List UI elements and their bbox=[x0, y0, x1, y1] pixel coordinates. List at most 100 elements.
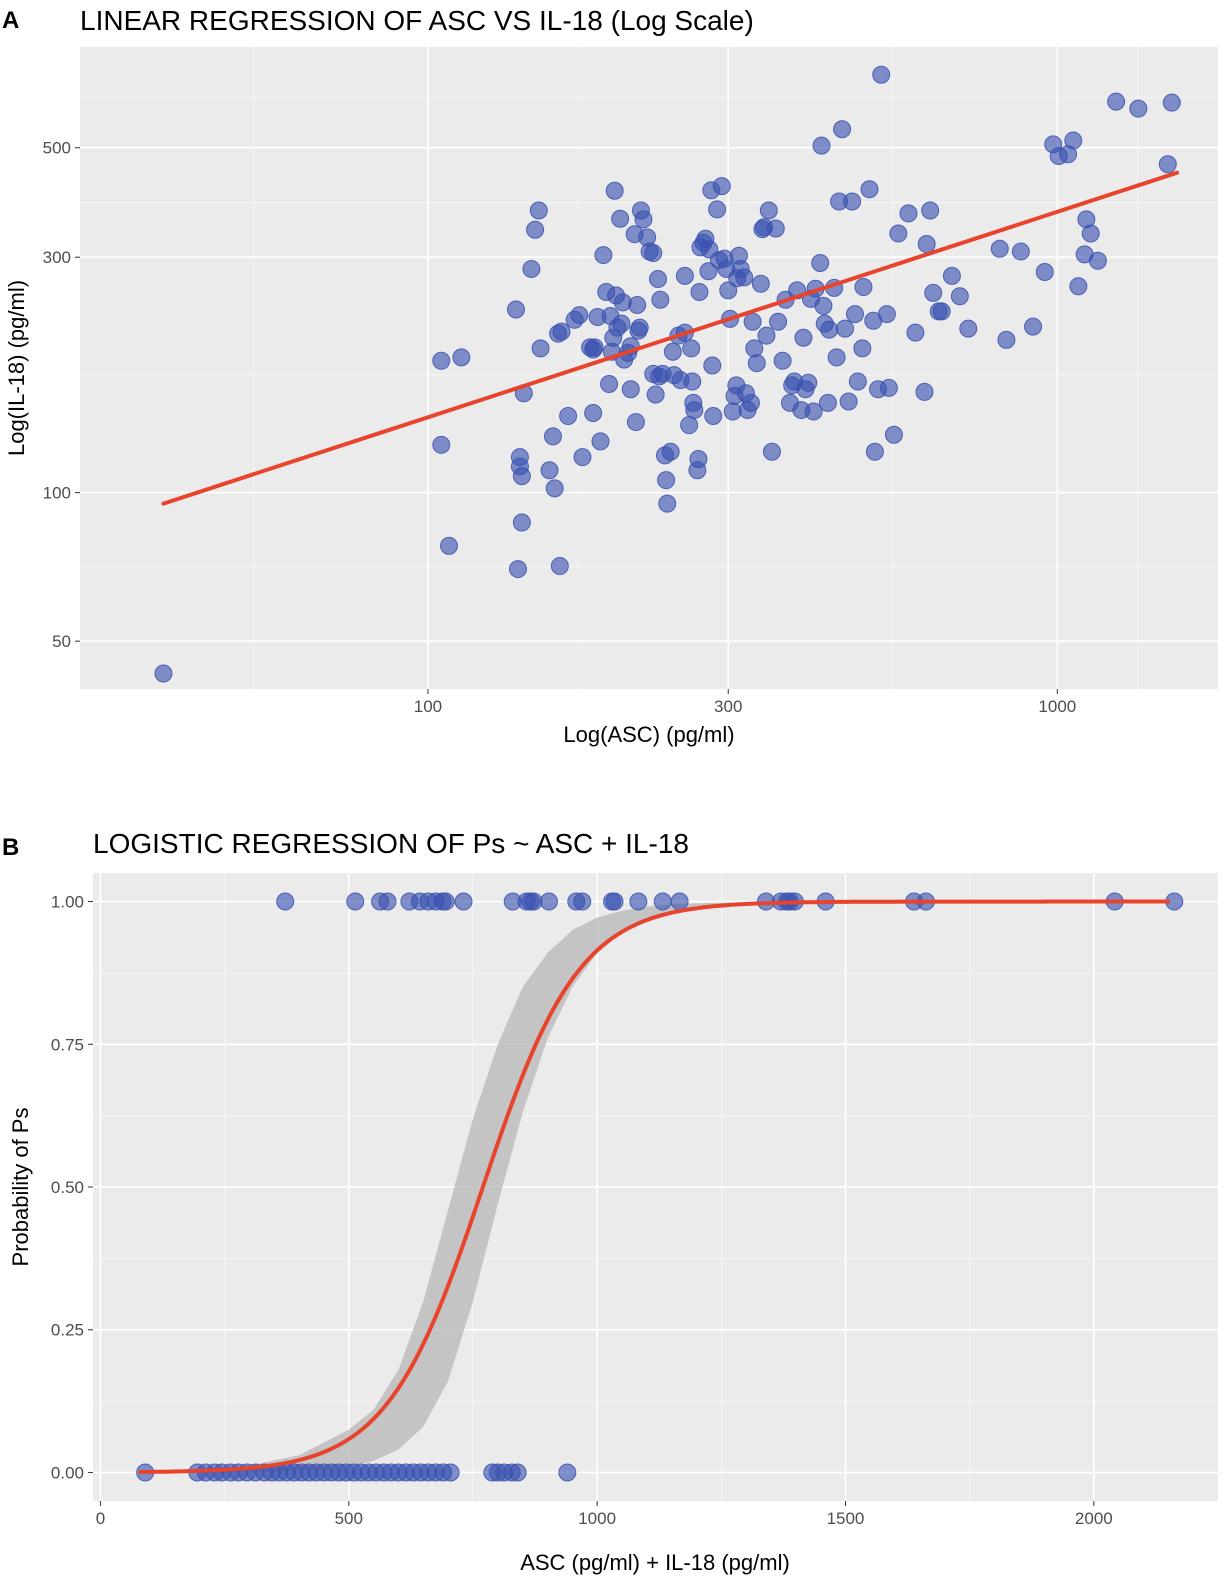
panel-a-data-point bbox=[680, 416, 699, 435]
panel-a-data-point bbox=[522, 259, 541, 278]
panel-b-x-tick-label: 0 bbox=[96, 1509, 105, 1528]
panel-a-data-point bbox=[719, 281, 738, 300]
panel-a-data-point bbox=[644, 243, 663, 262]
panel-b-logistic-curve bbox=[138, 899, 1171, 1474]
panel-a-data-point bbox=[526, 220, 545, 239]
panel-a-data-point bbox=[612, 314, 631, 333]
panel-b-fit bbox=[138, 899, 1171, 1474]
panel-a-data-point bbox=[950, 287, 969, 306]
panel-a-data-point bbox=[1129, 99, 1148, 118]
panel-a-data-point bbox=[1162, 93, 1181, 112]
panel-a-data-point bbox=[545, 479, 564, 498]
panel-a-data-point bbox=[552, 322, 571, 341]
panel-b-title: LOGISTIC REGRESSION OF Ps ~ ASC + IL-18 bbox=[93, 828, 689, 859]
panel-b-data-point-no-ps bbox=[441, 1463, 460, 1482]
panel-a-data-point bbox=[1088, 251, 1107, 270]
panel-a-data-point bbox=[915, 382, 934, 401]
panel-a-data-point bbox=[657, 471, 676, 490]
panel-a-data-point bbox=[794, 328, 813, 347]
panel-b-data-point-ps bbox=[539, 892, 558, 911]
panel-a-data-point bbox=[683, 372, 702, 391]
panel-b-y-tick-label: 0.00 bbox=[51, 1463, 84, 1482]
panel-a-data-point bbox=[591, 432, 610, 451]
panel-a-data-point bbox=[699, 262, 718, 281]
panel-a-data-point bbox=[836, 319, 855, 338]
panel-a-data-point bbox=[628, 296, 647, 315]
panel-a-data-point bbox=[685, 401, 704, 420]
panel-a-data-point bbox=[584, 404, 603, 423]
panel-a-data-point bbox=[1064, 131, 1083, 150]
panel-b-x-tick-label: 2000 bbox=[1075, 1509, 1113, 1528]
panel-a-data-point bbox=[853, 339, 872, 358]
panel-b-x-tick-label: 1000 bbox=[578, 1509, 616, 1528]
panel-a-data-point bbox=[814, 296, 833, 315]
panel-a-data-point bbox=[704, 406, 723, 425]
panel-a-data-point bbox=[1107, 92, 1126, 111]
panel-a-data-point bbox=[506, 300, 525, 319]
panel-a-data-point bbox=[663, 342, 682, 361]
panel-a-data-point bbox=[432, 435, 451, 454]
panel-a-data-point bbox=[759, 201, 778, 220]
panel-a-data-point bbox=[432, 351, 451, 370]
panel-a-data-point bbox=[658, 494, 677, 513]
panel-b-data-point-ps bbox=[276, 892, 295, 911]
panel-a-data-point bbox=[741, 393, 760, 412]
panel-a-data-point bbox=[769, 312, 788, 331]
panel-a-y-tick-label: 500 bbox=[43, 139, 71, 158]
panel-a-data-point bbox=[762, 442, 781, 461]
panel-a-data-point bbox=[651, 290, 670, 309]
panel-b-data-point-ps bbox=[454, 892, 473, 911]
panel-b-y-tick-label: 0.50 bbox=[51, 1178, 84, 1197]
panel-a-fit bbox=[161, 170, 1180, 506]
panel-a-data-point bbox=[621, 380, 640, 399]
panel-b-data-point-no-ps bbox=[508, 1463, 527, 1482]
panel-a-data-point bbox=[634, 210, 653, 229]
panel-a-x-tick-label: 100 bbox=[414, 697, 442, 716]
panel-b-x-tick-label: 500 bbox=[335, 1509, 363, 1528]
panel-a-data-point bbox=[531, 339, 550, 358]
panel-b-ticks: 0 500 1000 1500 2000 0.00 0.25 0.50 0.75 1.00 bbox=[51, 893, 1113, 1528]
panel-a-data-point bbox=[848, 372, 867, 391]
panel-a-y-axis-label: Log(IL-18) (pg/ml) bbox=[4, 280, 29, 456]
panel-b-data-point-ps bbox=[378, 892, 397, 911]
panel-a-ticks: 100 300 1000 50 100 300 500 bbox=[43, 139, 1077, 716]
panel-a-data-point bbox=[804, 402, 823, 421]
panel-a-data-point bbox=[573, 448, 592, 467]
panel-a-data-point bbox=[833, 120, 852, 139]
panel-a-data-point bbox=[570, 306, 589, 325]
panel-a-data-point bbox=[959, 319, 978, 338]
panel-a-data-point bbox=[1069, 277, 1088, 296]
panel-a-data-point bbox=[735, 268, 754, 287]
panel-a-data-point bbox=[529, 201, 548, 220]
panel-a-title: LINEAR REGRESSION OF ASC VS IL-18 (Log S… bbox=[80, 5, 754, 36]
panel-a-x-tick-label: 1000 bbox=[1038, 697, 1076, 716]
panel-b-x-tick-label: 1500 bbox=[827, 1509, 865, 1528]
panel-a-data-point bbox=[508, 560, 527, 579]
panel-a-y-tick-label: 100 bbox=[43, 484, 71, 503]
panel-a-data-point bbox=[689, 449, 708, 468]
panel-a-data-point bbox=[811, 253, 830, 272]
panel-a-data-point bbox=[540, 461, 559, 480]
panel-b-y-tick-label: 0.75 bbox=[51, 1035, 84, 1054]
panel-a-regression-line bbox=[161, 170, 1180, 506]
panel-a-data-point bbox=[154, 664, 173, 683]
panel-a-data-point bbox=[942, 266, 961, 285]
panel-a-data-point bbox=[1024, 317, 1043, 336]
panel-a: A LINEAR REGRESSION OF ASC VS IL-18 (Log… bbox=[2, 5, 1218, 747]
panel-a-data-point bbox=[757, 326, 776, 345]
panel-a-points bbox=[154, 65, 1181, 683]
panel-a-data-point bbox=[773, 351, 792, 370]
panel-a-data-point bbox=[839, 392, 858, 411]
panel-a-data-point bbox=[512, 467, 531, 486]
panel-a-data-point bbox=[708, 200, 727, 219]
panel-a-data-point bbox=[990, 239, 1009, 258]
panel-a-data-point bbox=[879, 378, 898, 397]
panel-a-data-point bbox=[585, 338, 604, 357]
panel-b-data-point-ps bbox=[524, 892, 543, 911]
panel-a-data-point bbox=[1158, 155, 1177, 174]
panel-a-x-tick-label: 300 bbox=[714, 697, 742, 716]
panel-a-data-point bbox=[646, 385, 665, 404]
panel-a-data-point bbox=[559, 406, 578, 425]
panel-a-data-point bbox=[854, 278, 873, 297]
